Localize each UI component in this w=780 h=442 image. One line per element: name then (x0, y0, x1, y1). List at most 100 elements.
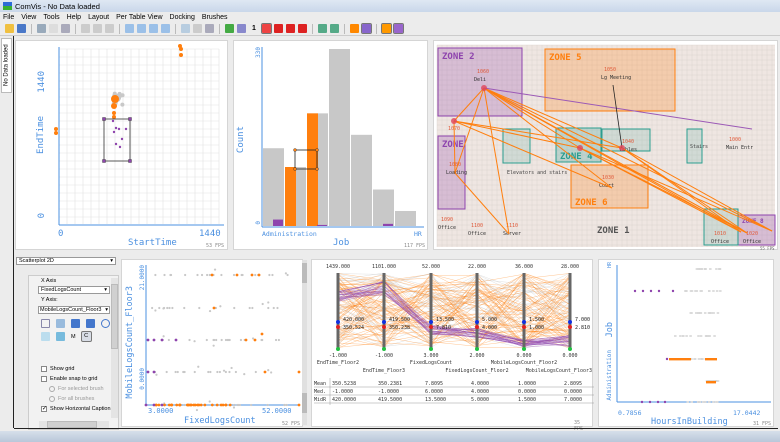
floor-map-view[interactable]: ZONE 2ZONE 5ZONE 4ZONE 6ZONE 8ZONEZONE 1… (433, 40, 778, 250)
window-2-icon[interactable] (137, 24, 146, 33)
x-axis-select[interactable]: FixedLogsCount▾ (38, 286, 110, 294)
scrollbar[interactable] (302, 260, 307, 425)
data-point (712, 290, 715, 291)
x-max: 1440 (199, 229, 221, 239)
room-name: Office (711, 239, 729, 245)
c-tool-button[interactable]: C (82, 332, 91, 341)
for-all-radio[interactable] (49, 396, 55, 402)
zoom-out-icon[interactable] (330, 24, 339, 33)
zoom-in-icon[interactable] (318, 24, 327, 33)
scrollbar-thumb[interactable] (47, 421, 97, 428)
menu-brushes[interactable]: Brushes (202, 14, 228, 21)
rect-tool-icon[interactable] (41, 319, 50, 328)
pen-purple-icon[interactable] (394, 24, 403, 33)
y-last: HR (607, 262, 613, 268)
divider (14, 428, 778, 429)
parallel-coordinates-view[interactable]: 1439.000-1.000EndTime_Floor2420.000350.5… (311, 259, 593, 427)
y-axis-select[interactable]: MobileLogsCount_Floor3▾ (38, 306, 110, 314)
show-caption-checkbox[interactable]: ✓ (41, 406, 47, 412)
histogram-job-count[interactable]: 330 0 Count Administration HR Job 117 FP… (233, 40, 428, 250)
scrollbar-thumb[interactable] (302, 393, 307, 413)
window-split-icon[interactable] (161, 24, 170, 33)
layout-2-icon[interactable] (93, 24, 102, 33)
table-icon[interactable] (181, 24, 190, 33)
value-label: 5.000 (482, 317, 497, 323)
for-selected-radio[interactable] (49, 386, 55, 392)
data-point (153, 371, 156, 374)
horizontal-scrollbar[interactable] (39, 421, 109, 428)
data-point (716, 290, 719, 291)
data-point (225, 404, 228, 407)
menu-file[interactable]: File (3, 14, 14, 21)
chart-tool-icon[interactable] (56, 332, 65, 341)
triangle-tool-icon[interactable] (41, 332, 50, 341)
room-id: 1050 (604, 67, 616, 73)
side-tab-no-data[interactable]: No Data loaded (1, 38, 12, 93)
user-purple-icon[interactable] (362, 24, 371, 33)
brush-red-1-icon[interactable] (262, 24, 271, 33)
menu-tools[interactable]: Tools (43, 14, 59, 21)
brush-select-icon[interactable] (237, 24, 246, 33)
window-4-icon[interactable] (149, 24, 158, 33)
new-view-icon[interactable] (37, 24, 46, 33)
print-icon[interactable] (61, 24, 70, 33)
pen-orange-icon[interactable] (382, 24, 391, 33)
scatterplot-starttime-endtime[interactable]: 1440 0 EndTime 0 1440 StartTime 53 FPS (15, 40, 228, 250)
data-point (161, 339, 164, 342)
brush-red-3-icon[interactable] (286, 24, 295, 33)
monitor-icon[interactable] (205, 24, 214, 33)
scrollbar-thumb[interactable] (111, 284, 118, 349)
scatterplot-hours-job[interactable]: HR Job Administration 0.7856 17.0442 Hou… (598, 259, 774, 427)
value-label: 1.500 (529, 317, 544, 323)
menu-per-table-view[interactable]: Per Table View (116, 14, 162, 21)
m-tool-button[interactable]: M (71, 334, 76, 340)
room-id: 1010 (714, 231, 726, 237)
axis-max: 28.000 (561, 264, 579, 270)
menu-layout[interactable]: Layout (88, 14, 109, 21)
data-point (233, 274, 235, 276)
mean-marker (429, 325, 433, 329)
save-icon[interactable] (17, 24, 26, 33)
lasso-tool-icon[interactable] (56, 319, 65, 328)
brush-red-4-icon[interactable] (298, 24, 307, 33)
menu-help[interactable]: Help (67, 14, 81, 21)
data-point (219, 371, 221, 373)
show-grid-checkbox[interactable] (41, 366, 47, 372)
align-icon[interactable] (193, 24, 202, 33)
view-type-select[interactable]: Scatterplot 2D▾ (16, 257, 116, 265)
data-point (112, 120, 114, 122)
data-point (298, 404, 301, 407)
histogram-bar-purple (273, 220, 283, 226)
data-point (219, 305, 221, 307)
scatterplot-fixedlogs-mobilelogs[interactable]: MobileLogsCount_Floor3 21.0000 0.0000 3.… (121, 259, 303, 427)
histogram-bar (373, 190, 394, 226)
x-axis-label: StartTime (128, 238, 177, 248)
vertical-scrollbar[interactable] (111, 278, 118, 418)
data-point (236, 274, 239, 277)
zone-label: ZONE 6 (575, 198, 608, 208)
layout-3-icon[interactable] (105, 24, 114, 33)
window-1-icon[interactable] (125, 24, 134, 33)
menu-view[interactable]: View (21, 14, 36, 21)
data-point (664, 401, 666, 403)
refresh-icon[interactable] (225, 24, 234, 33)
taskbar (0, 431, 780, 442)
data-point (699, 290, 702, 291)
data-point (708, 335, 711, 336)
data-point (190, 404, 193, 407)
clock-tool-icon[interactable] (101, 319, 110, 328)
room-name: Office (438, 225, 456, 231)
y-min: 0 (37, 213, 47, 218)
data-point (689, 335, 692, 336)
snap-grid-checkbox[interactable] (41, 376, 47, 382)
open-icon[interactable] (5, 24, 14, 33)
brush-red-2-icon[interactable] (274, 24, 283, 33)
layout-1-icon[interactable] (81, 24, 90, 33)
image-tool-icon[interactable] (86, 319, 95, 328)
person-tool-icon[interactable] (71, 319, 80, 328)
scrollbar-thumb[interactable] (302, 263, 307, 283)
axis-min: 0.000 (516, 353, 531, 359)
copy-icon[interactable] (49, 24, 58, 33)
menu-docking[interactable]: Docking (170, 14, 195, 21)
user-orange-icon[interactable] (350, 24, 359, 33)
